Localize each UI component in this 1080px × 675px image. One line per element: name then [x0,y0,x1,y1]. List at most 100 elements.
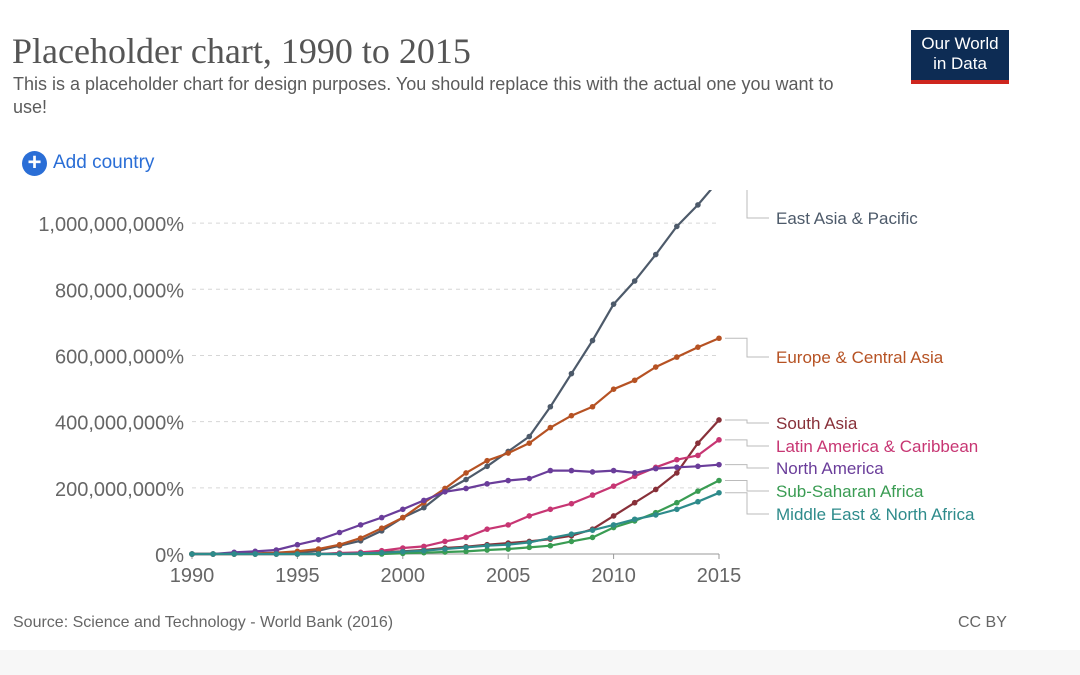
series-label: North America [776,459,884,478]
data-point [252,551,259,557]
series-line-3 [192,438,720,556]
add-country-label: Add country [53,152,155,173]
series-label: Latin America & Caribbean [776,437,978,456]
data-point [421,547,427,554]
series-label: Europe & Central Asia [776,348,944,367]
data-point [442,488,448,495]
data-point [695,440,701,446]
data-point [357,522,364,528]
data-point [652,251,659,258]
data-point [674,354,680,360]
data-point [631,516,638,523]
data-point [652,364,659,370]
data-point [294,541,301,548]
data-point [378,525,385,531]
data-point [463,470,469,476]
license-link[interactable]: CC BY [958,614,1007,631]
data-point [547,535,554,541]
label-connector [725,464,769,469]
data-point [716,335,722,342]
chart-title: Placeholder chart, 1990 to 2015 [12,31,471,71]
data-point [547,542,554,549]
data-point [484,463,490,470]
series-label: Sub-Saharan Africa [776,482,924,501]
series-line-6 [192,491,720,556]
data-point [484,481,490,487]
y-tick-label: 400,000,000% [55,413,184,435]
data-point [526,539,533,546]
data-point [674,456,680,463]
data-point [336,551,343,557]
data-point [315,536,322,543]
data-point [463,544,469,551]
data-point [231,551,237,557]
y-tick-label: 200,000,000% [55,479,184,501]
data-point [695,488,701,494]
label-connector [725,480,769,492]
data-point [695,202,701,208]
series-line-2 [192,419,720,556]
label-connector [725,492,769,515]
data-point [631,377,638,384]
label-connector [725,419,769,424]
data-point [547,506,554,513]
data-point [652,486,659,493]
add-country-button[interactable]: + Add country [22,149,154,177]
data-point [589,492,596,498]
logo-line-2: in Data [933,54,987,73]
source-note: Source: Science and Technology - World B… [13,614,394,631]
data-point [568,412,575,419]
data-point [589,403,596,410]
data-point [716,461,722,468]
data-point [547,424,554,431]
owid-logo[interactable]: Our World in Data [911,30,1009,84]
data-point [400,548,406,555]
data-point [357,535,364,541]
line-chart: 0% 200,000,000% 400,000,000% 600,000,000% 80… [38,190,978,587]
data-point [695,463,701,470]
data-point [526,544,533,551]
data-point [716,417,722,423]
data-point [631,278,638,284]
data-point [484,457,490,464]
plus-circle-icon: + [22,150,47,176]
data-point [484,547,490,553]
data-point [505,546,512,552]
data-point [294,551,301,557]
label-connector [725,337,769,358]
data-point [189,551,195,557]
series-label: Middle East & North Africa [776,505,975,524]
x-tick-label: 1995 [275,565,320,587]
series-label: East Asia & Pacific [776,209,918,228]
data-point [336,541,343,548]
x-tick-label: 2000 [381,565,426,587]
data-point [526,440,533,446]
data-point [716,477,722,484]
data-point [505,477,512,484]
data-point [505,541,512,548]
data-point [674,506,680,513]
data-point [610,483,617,489]
data-point [547,403,554,410]
data-point [568,500,575,507]
data-point [695,452,701,459]
data-point [526,513,533,519]
data-point [610,386,617,393]
data-point [526,475,533,482]
data-point [631,470,638,476]
data-point [716,437,722,443]
data-point [610,467,617,474]
data-point [421,497,427,504]
data-point [315,546,322,552]
data-point [505,450,512,456]
data-point [631,499,638,506]
data-point [610,301,617,307]
series-line-1 [192,337,720,556]
data-point [484,542,490,549]
footer-band [0,650,1080,675]
data-point [357,550,364,557]
data-point [484,526,490,532]
y-tick-label: 0% [155,545,184,567]
data-point [400,514,406,521]
data-point [442,538,448,545]
